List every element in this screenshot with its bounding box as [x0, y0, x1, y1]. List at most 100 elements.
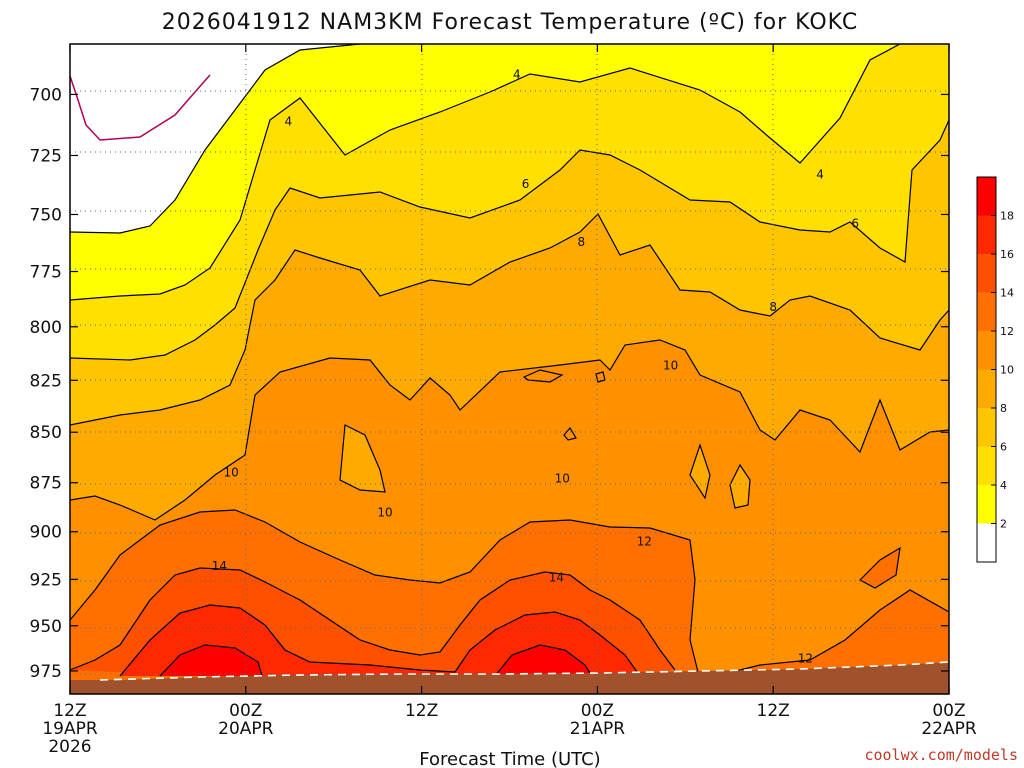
contour-label-4: 6 — [851, 217, 859, 231]
y-tick-label-725: 725 — [30, 146, 62, 166]
colorbar-swatch-8 — [977, 215, 996, 254]
band-pocket-b — [690, 445, 710, 498]
contour-label-14: 14 — [549, 570, 564, 584]
x-tick-label-0-1: 12Z — [53, 701, 86, 721]
plot-frame — [69, 43, 950, 695]
colorbar-swatch-4 — [977, 369, 996, 408]
contour-label-9: 10 — [555, 472, 570, 486]
band-pocket-d — [860, 548, 900, 588]
y-tick-label-975: 975 — [30, 662, 62, 682]
colorbar-label-4: 4 — [1000, 479, 1007, 492]
contour-label-5: 8 — [577, 235, 585, 249]
colorbar: 2 4 6 8 10 12 14 16 18 — [976, 176, 1014, 563]
colorbar-swatch-3 — [977, 408, 996, 447]
y-tick-label-700: 700 — [30, 85, 62, 105]
contour-label-text-3: 6 — [522, 177, 530, 191]
band-pocket-a — [340, 425, 385, 492]
contour-label-text-7: 10 — [224, 466, 239, 480]
y-tick-label-775: 775 — [30, 263, 62, 283]
colorbar-label-16: 16 — [1000, 248, 1014, 261]
time-gridlines — [245, 44, 774, 694]
contour-label-layer: 4 4 4 6 6 8 8 10 10 10 10 12 12 14 14 — [212, 67, 859, 665]
isotherm-18-b — [494, 644, 593, 677]
contour-label-text-12: 12 — [798, 651, 813, 665]
contour-label-10: 10 — [663, 358, 678, 372]
contour-label-text-13: 14 — [212, 559, 227, 573]
colorbar-label-8: 8 — [1000, 402, 1007, 415]
contour-label-1: 4 — [513, 67, 521, 81]
y-tick-label-800: 800 — [30, 318, 62, 338]
isotherm-18-a — [159, 644, 263, 677]
contour-label-7: 10 — [224, 466, 239, 480]
colorbar-swatch-1 — [977, 485, 996, 524]
isotherm-pocket-b — [689, 443, 711, 500]
y-tick-label-875: 875 — [30, 474, 62, 494]
x-tick-label-5-1: 00Z — [932, 701, 965, 721]
isotherm-4 — [70, 44, 901, 301]
colorbar-swatch-2 — [977, 446, 996, 485]
y-tick-label-950: 950 — [30, 617, 62, 637]
isotherm-pocket-c — [729, 463, 751, 509]
ground-surface-line — [99, 661, 950, 681]
colorbar-label-2: 2 — [1000, 518, 1007, 531]
isotherm-16 — [119, 604, 641, 677]
x-tick-label-1-2: 20APR — [218, 719, 274, 739]
isotherm-14 — [70, 567, 676, 671]
contour-label-text-10: 10 — [663, 358, 678, 372]
contour-label-11: 12 — [637, 534, 652, 548]
isotherm-pocket-a — [339, 424, 386, 493]
contour-label-3: 6 — [522, 177, 530, 191]
x-tick-label-5-2: 22APR — [921, 719, 977, 739]
contour-label-0: 4 — [284, 115, 292, 129]
contour-label-text-4: 6 — [851, 217, 859, 231]
x-tick-label-4-1: 12Z — [757, 701, 790, 721]
colorbar-label-10: 10 — [1000, 364, 1014, 377]
contour-label-8: 10 — [377, 505, 392, 519]
colorbar-swatch-5 — [977, 331, 996, 370]
isotherm-10 — [70, 339, 949, 521]
y-tick-label-850: 850 — [30, 423, 62, 443]
x-tick-label-3-2: 21APR — [570, 719, 626, 739]
contour-label-text-11: 12 — [637, 534, 652, 548]
isotherm-2 — [70, 44, 361, 234]
contour-lines — [70, 44, 949, 681]
isotherm-12 — [70, 509, 949, 681]
contour-label-text-14: 14 — [549, 570, 564, 584]
contour-label-text-9: 10 — [555, 472, 570, 486]
colorbar-swatch-0 — [977, 523, 996, 562]
isotherm-8 — [70, 213, 949, 426]
band-above-18-a — [160, 645, 262, 676]
colorbar-label-14: 14 — [1000, 287, 1014, 300]
x-tick-label-0-3: 2026 — [48, 737, 91, 757]
contour-label-text-6: 8 — [769, 300, 777, 314]
y-axis: 700 725 750 775 800 825 850 875 900 925 950 975 — [30, 85, 949, 682]
isotherm-6 — [70, 119, 949, 361]
contour-label-text-5: 8 — [577, 235, 585, 249]
isotherm-pocket-d — [859, 546, 901, 589]
colorbar-label-18: 18 — [1000, 210, 1014, 223]
x-tick-label-3-1: 00Z — [581, 701, 614, 721]
contour-label-12: 12 — [798, 651, 813, 665]
contour-label-13: 14 — [212, 559, 227, 573]
x-tick-label-1-1: 00Z — [229, 701, 262, 721]
ground-terrain — [70, 662, 949, 694]
colorbar-swatch-7 — [977, 254, 996, 293]
x-tick-label-2-1: 12Z — [405, 701, 438, 721]
credit-text[interactable]: coolwx.com/models — [864, 746, 1018, 764]
colorbar-swatch-6 — [977, 292, 996, 331]
temperature-fill-bands — [70, 44, 949, 694]
colorbar-label-6: 6 — [1000, 441, 1007, 454]
colorbar-label-12: 12 — [1000, 325, 1014, 338]
contour-label-text-1: 4 — [513, 67, 521, 81]
isotherm-cell-g — [563, 426, 577, 441]
colorbar-swatch-9 — [977, 177, 996, 216]
contour-label-text-2: 4 — [816, 168, 824, 182]
contour-label-2: 4 — [816, 168, 824, 182]
y-tick-label-825: 825 — [30, 371, 62, 391]
chart-title: 2026041912 NAM3KM Forecast Temperature (… — [162, 10, 859, 35]
isotherm-0 — [69, 74, 211, 141]
contour-label-6: 8 — [769, 300, 777, 314]
y-tick-label-750: 750 — [30, 205, 62, 225]
